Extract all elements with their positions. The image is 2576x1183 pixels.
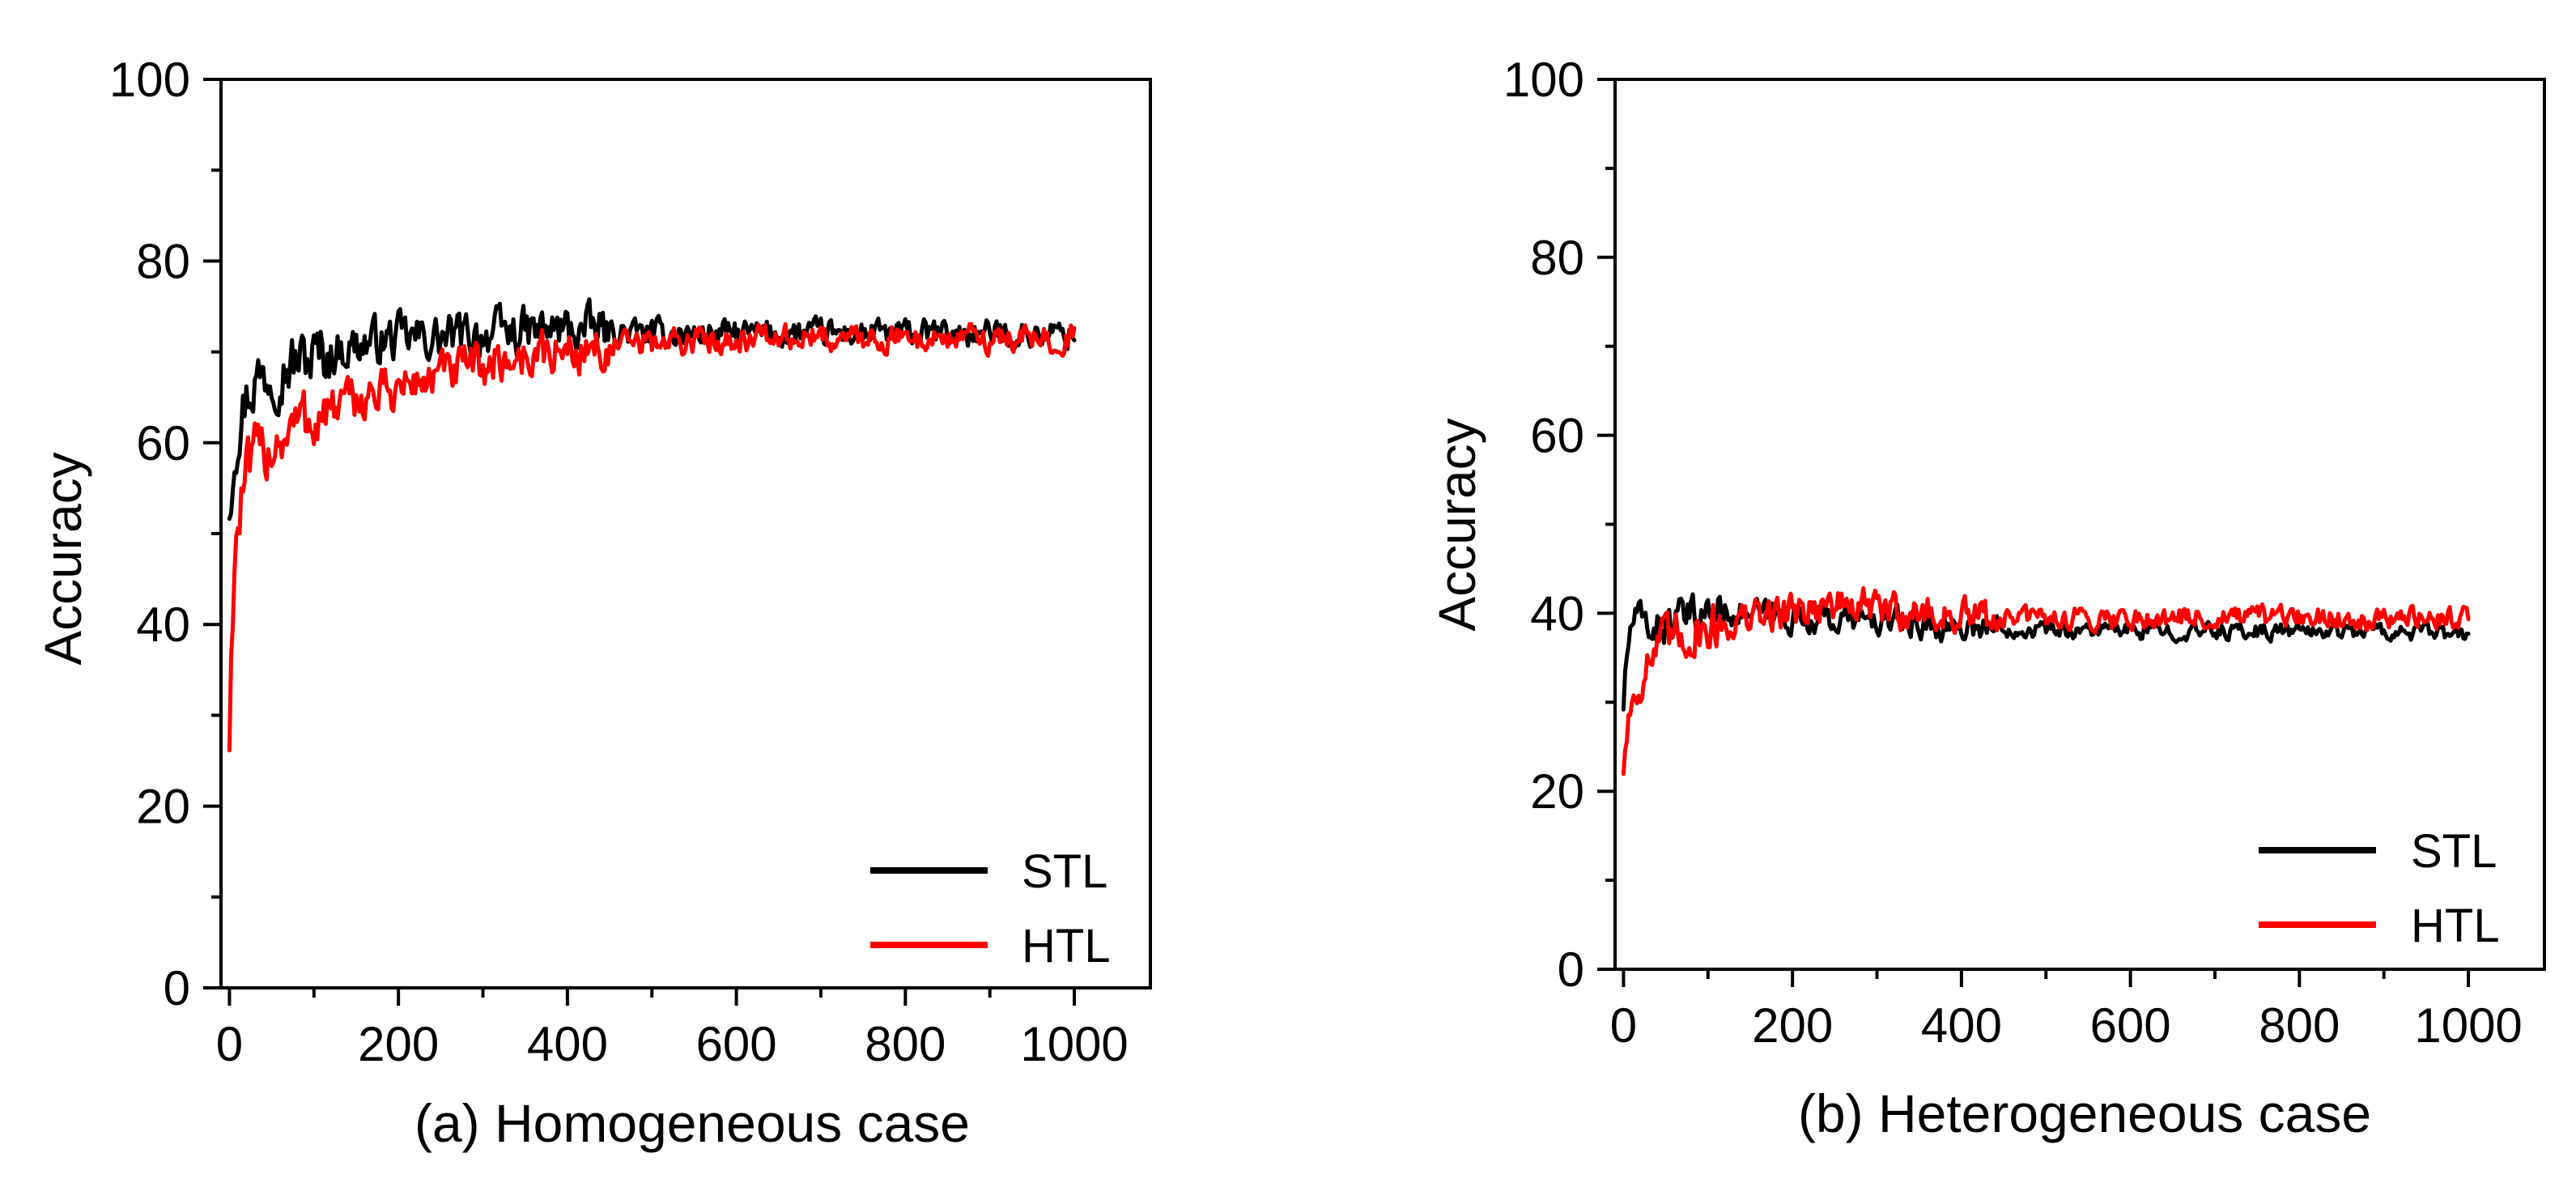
x-tick-label-b-600: 600: [2090, 998, 2171, 1053]
caption-b: (b) Heterogeneous case: [1798, 1083, 2371, 1143]
y-tick-label-a-0: 0: [164, 961, 190, 1015]
legend-a: STL HTL: [870, 845, 1111, 972]
legend-label-stl-b: STL: [2411, 825, 2497, 878]
series-line-htl-b: [1621, 585, 2471, 777]
caption-a: (a) Homogeneous case: [414, 1093, 970, 1153]
x-tick-label-b-0: 0: [1610, 998, 1637, 1053]
y-tick-label-b-80: 80: [1530, 231, 1584, 285]
y-axis-title-b: Accuracy: [1428, 418, 1486, 631]
y-tick-label-a-20: 20: [136, 780, 190, 834]
x-tick-label-b-1000: 1000: [2414, 998, 2522, 1053]
series-layer-b: [1621, 585, 2471, 777]
x-tick-label-a-200: 200: [358, 1017, 439, 1071]
x-tick-label-b-800: 800: [2259, 998, 2340, 1053]
plot-frame-b: [1613, 78, 2546, 971]
y-axis-title-a: Accuracy: [34, 452, 92, 665]
y-tick-label-a-40: 40: [136, 598, 190, 652]
legend-b: STL HTL: [2259, 825, 2500, 952]
x-tick-label-a-600: 600: [696, 1017, 777, 1071]
y-tick-label-a-60: 60: [136, 416, 190, 470]
x-tick-label-a-1000: 1000: [1020, 1017, 1128, 1071]
series-line-stl-a: [227, 297, 1077, 521]
x-tick-label-b-400: 400: [1921, 998, 2002, 1053]
x-tick-label-b-200: 200: [1752, 998, 1833, 1053]
plot-frame-a: [219, 78, 1152, 989]
y-tick-label-b-20: 20: [1530, 764, 1584, 819]
y-tick-label-a-100: 100: [109, 53, 190, 107]
y-tick-label-b-0: 0: [1558, 943, 1584, 997]
x-tick-label-a-400: 400: [527, 1017, 608, 1071]
series-layer-a: [227, 297, 1077, 753]
y-tick-label-a-80: 80: [136, 234, 190, 288]
x-tick-label-a-0: 0: [216, 1017, 243, 1071]
legend-label-htl-b: HTL: [2411, 900, 2500, 952]
y-tick-label-b-100: 100: [1503, 53, 1584, 107]
x-tick-label-a-800: 800: [865, 1017, 946, 1071]
series-line-stl-b: [1621, 592, 2471, 712]
legend-label-stl-a: STL: [1022, 845, 1107, 898]
y-tick-label-b-60: 60: [1530, 409, 1584, 463]
y-tick-label-b-40: 40: [1530, 586, 1584, 640]
series-line-htl-a: [227, 321, 1077, 753]
legend-label-htl-a: HTL: [1022, 920, 1111, 972]
